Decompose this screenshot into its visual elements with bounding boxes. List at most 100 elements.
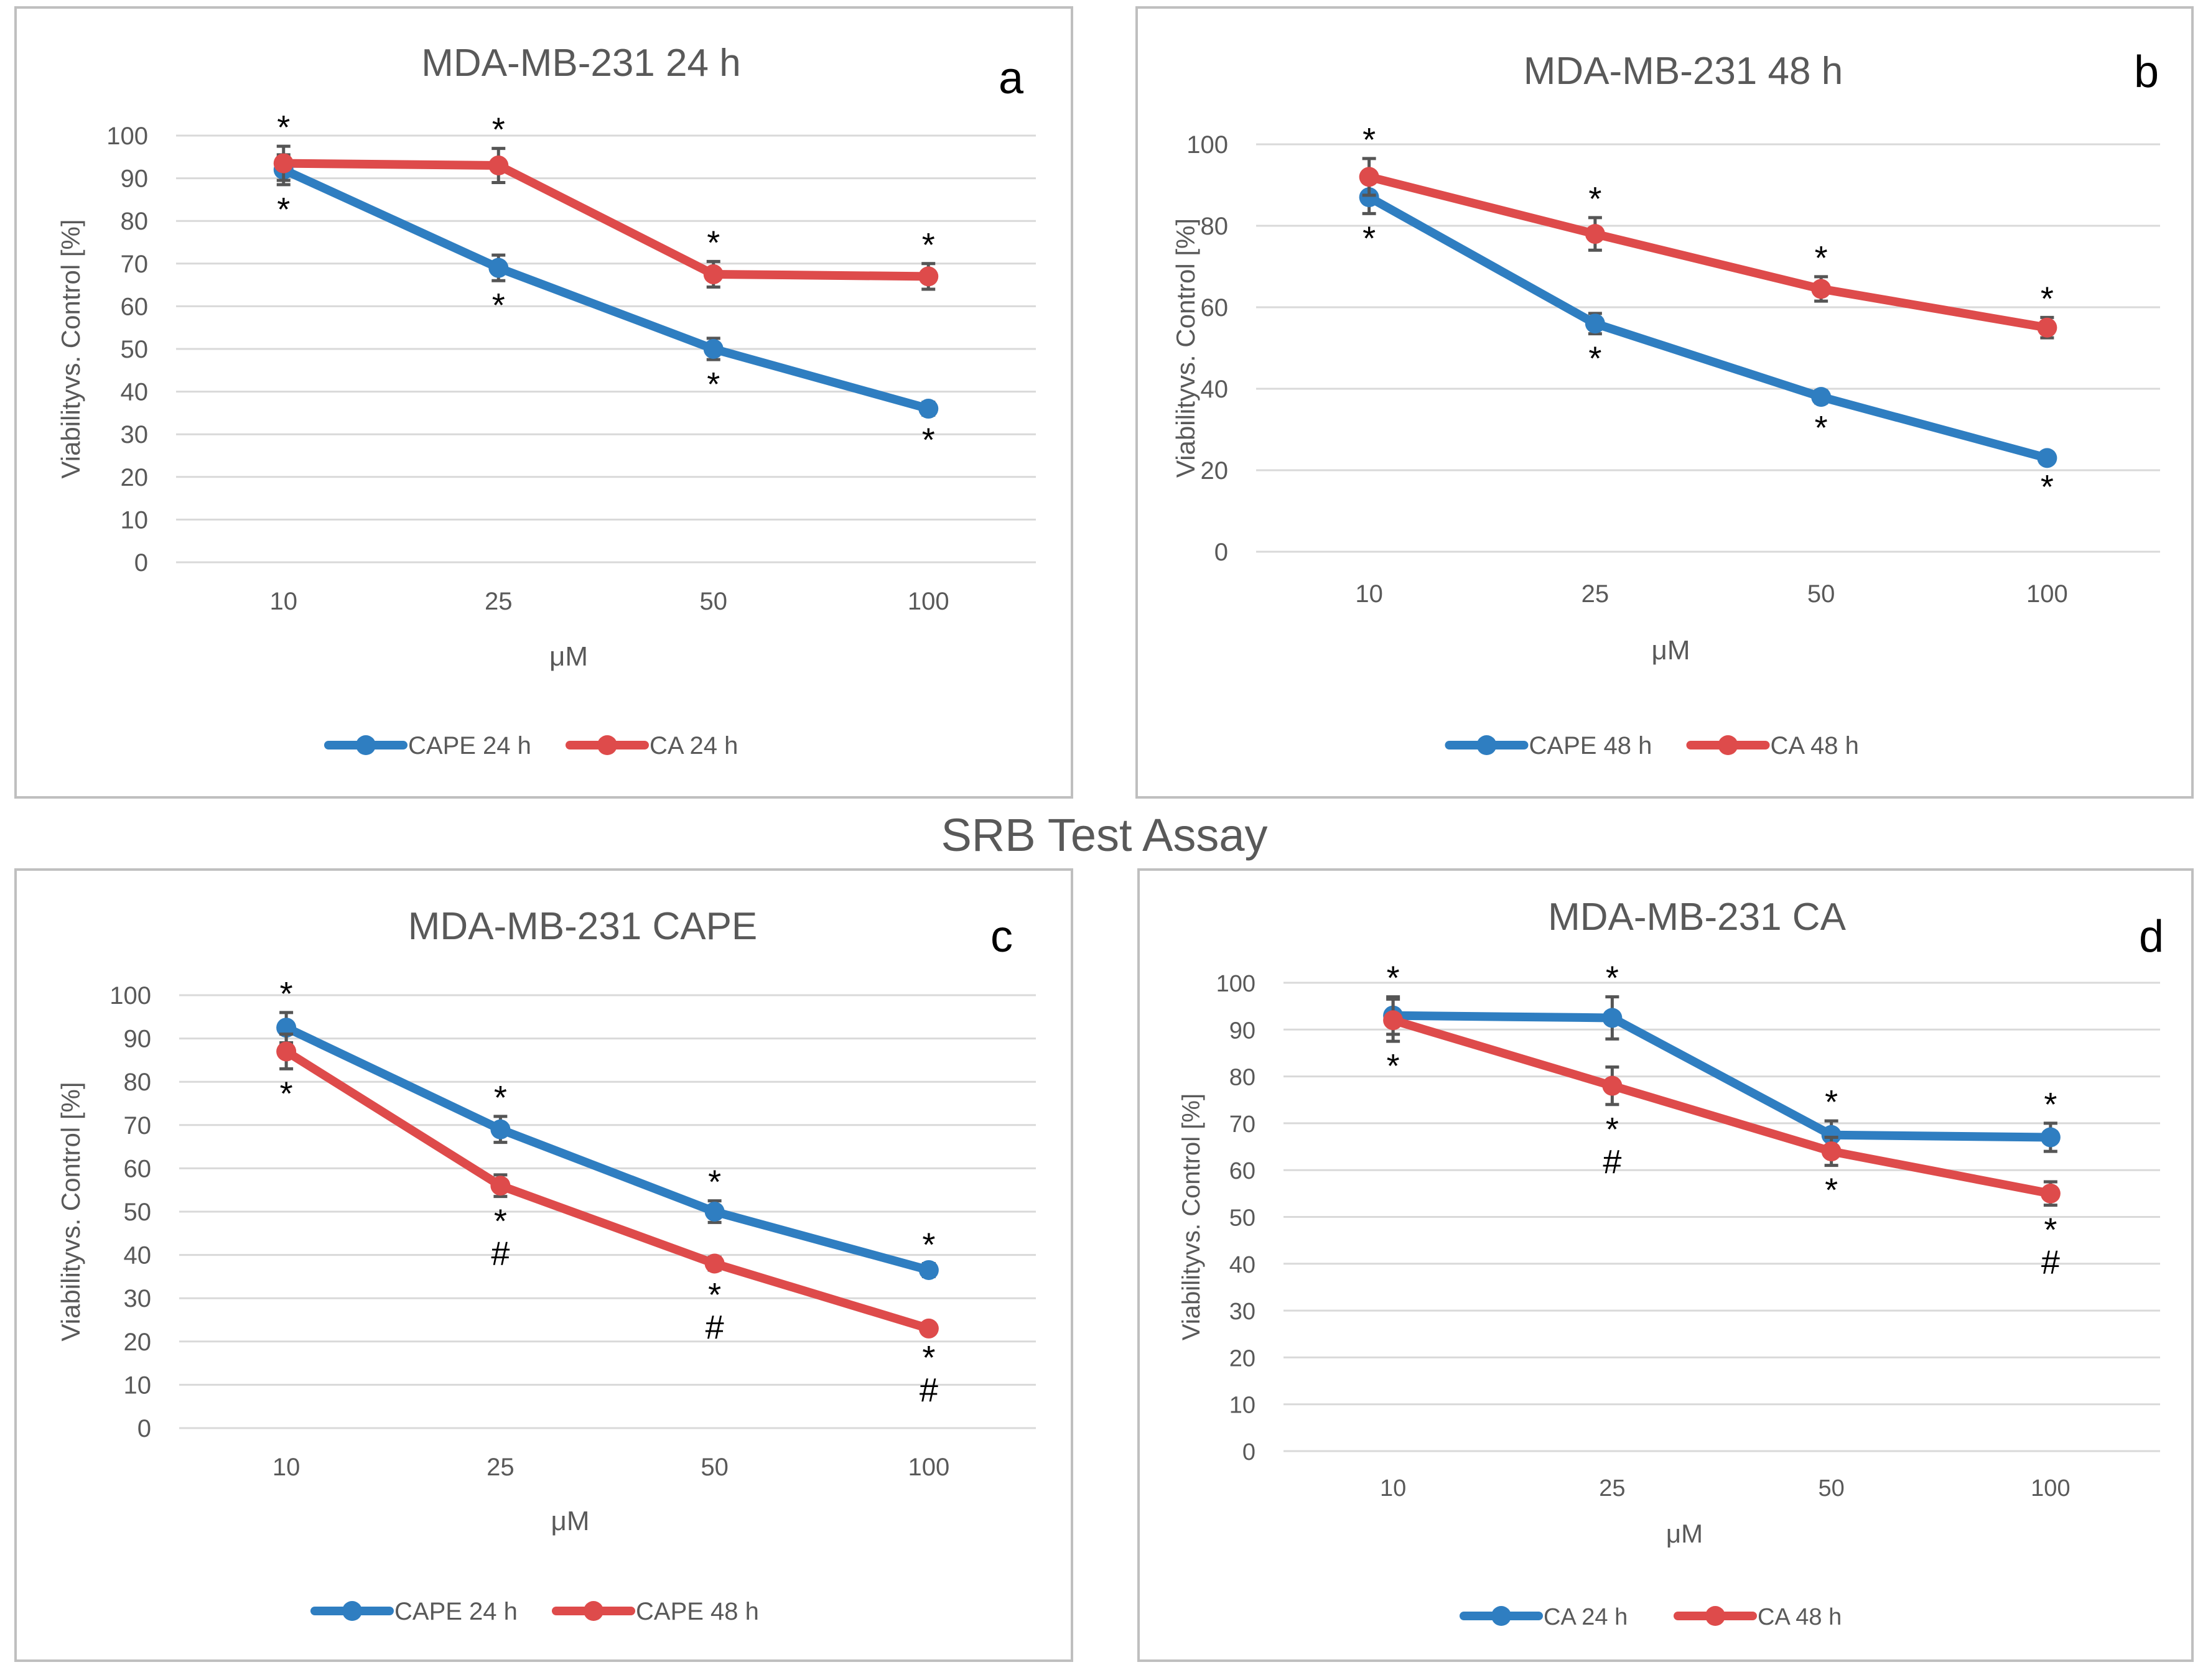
- data-point: [276, 1041, 297, 1062]
- data-point: [704, 1202, 725, 1222]
- significance-mark: *: [2041, 280, 2054, 317]
- significance-mark: *: [277, 109, 290, 146]
- legend-marker: [1718, 735, 1738, 755]
- y-tick-label: 90: [121, 165, 149, 193]
- y-tick-label: 40: [124, 1242, 152, 1269]
- panel-letter: d: [2139, 912, 2164, 962]
- chart-panel-d: MDA-MB-231 CA d 0 10 20 30 40 50 60 70 80 90 100 10 25…: [1137, 868, 2194, 1662]
- legend-marker: [1705, 1606, 1725, 1626]
- significance-mark: *: [2044, 1086, 2057, 1123]
- significance-mark: *: [1588, 340, 1601, 378]
- data-point: [1383, 1010, 1404, 1031]
- data-point: [1602, 1008, 1623, 1028]
- legend-item: CA 48 h: [1686, 732, 1859, 759]
- y-tick-label: 0: [1214, 539, 1228, 566]
- x-tick-label: 50: [1818, 1475, 1844, 1501]
- data-point: [1821, 1141, 1842, 1162]
- significance-mark: *: [922, 1339, 935, 1376]
- y-tick-label: 20: [1229, 1345, 1255, 1371]
- y-tick-label: 50: [121, 336, 149, 363]
- x-tick-label: 25: [1581, 580, 1609, 608]
- data-point: [488, 155, 509, 176]
- significance-mark: *: [1387, 1047, 1400, 1085]
- series-line-0: [282, 1023, 933, 1274]
- y-tick-label: 100: [106, 123, 148, 150]
- legend-marker: [1491, 1606, 1511, 1626]
- y-tick-label: 30: [1229, 1299, 1255, 1325]
- x-tick-label: 10: [270, 588, 298, 615]
- data-point: [490, 1176, 511, 1196]
- x-tick-label: 50: [1807, 580, 1835, 608]
- y-axis-label: Viabilityvs. Control [%]: [1178, 1093, 1205, 1340]
- series-line-1: [282, 1047, 933, 1333]
- significance-mark: *: [1606, 960, 1619, 997]
- y-tick-label: 0: [1242, 1439, 1255, 1465]
- panel-frame: [14, 868, 1073, 1662]
- x-axis-label: μM: [1651, 635, 1690, 666]
- y-tick-label: 60: [1229, 1158, 1255, 1184]
- significance-mark: *: [492, 287, 505, 324]
- y-tick-label: 70: [124, 1112, 152, 1139]
- x-tick-label: 10: [1380, 1475, 1406, 1501]
- x-tick-label: 10: [273, 1454, 300, 1481]
- y-tick-label: 90: [124, 1026, 152, 1053]
- legend-item: CA 24 h: [566, 732, 738, 759]
- data-point: [2040, 1127, 2061, 1148]
- significance-mark: *: [708, 1164, 721, 1201]
- significance-mark: *: [1387, 960, 1400, 997]
- y-tick-label: 90: [1229, 1018, 1255, 1044]
- y-tick-label: 100: [1216, 971, 1255, 997]
- data-point: [2037, 448, 2057, 468]
- x-tick-label: 50: [701, 1454, 729, 1481]
- significance-mark: *: [494, 1079, 507, 1116]
- y-tick-label: 20: [124, 1329, 152, 1356]
- significance-mark: *: [1588, 180, 1601, 218]
- legend-label: CAPE 24 h: [394, 1598, 518, 1625]
- significance-mark: *: [277, 191, 290, 228]
- panel-letter: b: [2134, 47, 2159, 97]
- legend-label: CA 48 h: [1771, 732, 1859, 759]
- legend-item: CAPE 24 h: [310, 1598, 518, 1625]
- data-point: [273, 153, 294, 174]
- legend-item: CAPE 48 h: [552, 1598, 759, 1625]
- chart-panel-b: MDA-MB-231 48 h b 0 20 40 60 80 100 10 25 50 100 μM V…: [1135, 6, 2194, 799]
- legend-item: CAPE 24 h: [324, 732, 531, 759]
- data-point: [1811, 279, 1832, 299]
- y-tick-label: 80: [124, 1069, 152, 1096]
- legend-item: CA 48 h: [1674, 1604, 1842, 1630]
- chart-panel-c: MDA-MB-231 CAPE c 0 10 20 30 40 50 60 70 80 90 100 10…: [14, 868, 1073, 1662]
- y-tick-label: 80: [121, 208, 149, 235]
- data-point: [918, 399, 939, 419]
- y-tick-label: 40: [121, 379, 149, 406]
- panel-frame: [1135, 6, 2194, 799]
- y-tick-label: 10: [124, 1371, 152, 1399]
- figure-title: SRB Test Assay: [941, 809, 1267, 861]
- legend-label: CAPE 24 h: [408, 732, 531, 759]
- y-axis-label: Viabilityvs. Control [%]: [56, 219, 85, 478]
- series-line-1: [279, 159, 933, 281]
- legend-marker: [342, 1601, 362, 1621]
- significance-mark: *: [922, 226, 935, 264]
- y-tick-label: 60: [121, 293, 149, 320]
- panel-frame: [14, 6, 1073, 799]
- data-point: [704, 1253, 725, 1274]
- data-point: [490, 1119, 511, 1139]
- data-point: [1602, 1075, 1623, 1096]
- significance-mark: *: [280, 1075, 293, 1112]
- significance-mark: *: [1606, 1111, 1619, 1148]
- significance-mark: *: [708, 1276, 721, 1314]
- data-point: [703, 264, 724, 284]
- series-line-0: [1389, 1011, 2055, 1142]
- y-tick-label: 20: [121, 464, 149, 491]
- significance-mark: #: [2041, 1244, 2060, 1281]
- panel-letter: c: [990, 912, 1013, 962]
- significance-mark: *: [1363, 121, 1376, 159]
- significance-mark: *: [280, 975, 293, 1013]
- significance-mark: *: [1825, 1172, 1838, 1209]
- data-point: [1821, 1125, 1842, 1145]
- data-point: [1359, 167, 1379, 187]
- y-tick-label: 70: [1229, 1111, 1255, 1138]
- data-point: [1359, 187, 1379, 208]
- y-tick-label: 0: [137, 1415, 151, 1442]
- significance-mark: #: [1603, 1143, 1621, 1181]
